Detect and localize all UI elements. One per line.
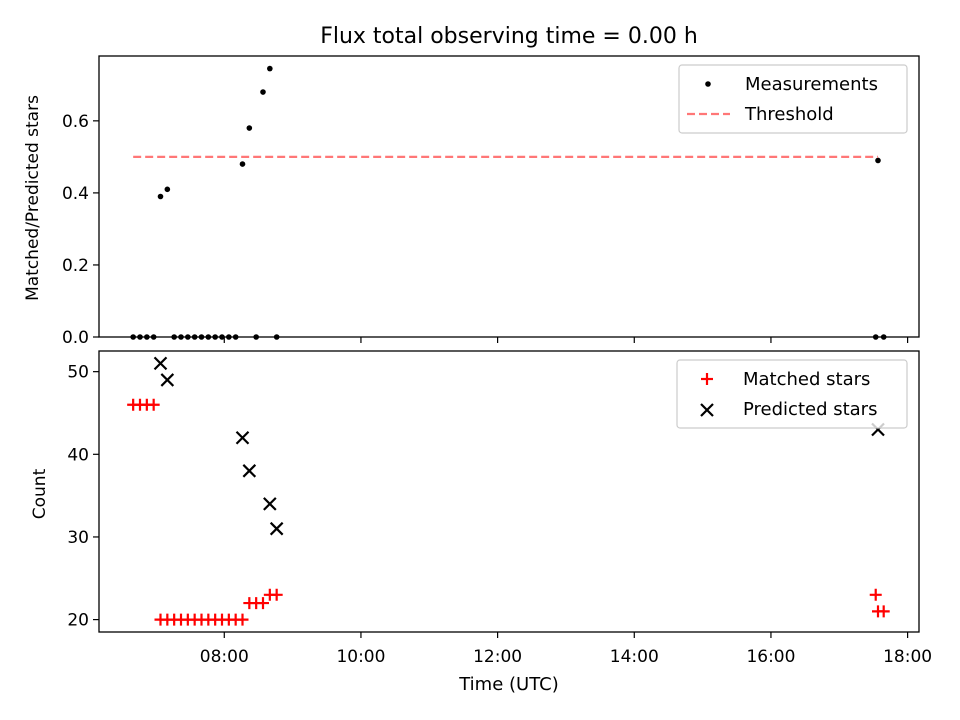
top-y-tick-label: 0.6 bbox=[62, 112, 89, 132]
legend-measurements-marker bbox=[705, 81, 711, 87]
top-y-ticks: 0.0 0.2 0.4 0.6 bbox=[62, 112, 99, 348]
bottom-y-tick-label: 30 bbox=[67, 528, 89, 548]
bottom-y-tick-label: 50 bbox=[67, 363, 89, 383]
x-axis-label: Time (UTC) bbox=[458, 674, 559, 695]
predicted-stars-point bbox=[153, 356, 168, 371]
x-tick-label: 10:00 bbox=[336, 647, 385, 667]
measurement-point bbox=[157, 193, 164, 200]
measurement-point bbox=[267, 65, 273, 72]
top-x-ticks bbox=[223, 337, 909, 343]
top-y-tick-label: 0.4 bbox=[62, 184, 89, 204]
matched-stars-point bbox=[257, 597, 269, 610]
chart-title: Flux total observing time = 0.00 h bbox=[320, 24, 698, 49]
bottom-x-ticks: 08:00 10:00 12:00 14:00 16:00 18:00 bbox=[200, 632, 932, 667]
top-y-tick-label: 0.0 bbox=[62, 328, 89, 348]
measurement-point bbox=[239, 161, 246, 167]
predicted-stars-point bbox=[235, 431, 250, 445]
legend-matched-marker bbox=[701, 373, 713, 385]
predicted-stars-point bbox=[263, 497, 277, 511]
measurement-point bbox=[875, 157, 881, 164]
matched-stars-point bbox=[877, 605, 890, 618]
bottom-legend-box bbox=[676, 359, 908, 429]
bottom-plot-frame bbox=[98, 350, 920, 633]
matched-stars-point bbox=[869, 588, 882, 601]
predicted-stars-point bbox=[160, 373, 175, 387]
legend-matched-label: Matched stars bbox=[743, 369, 870, 390]
bottom-y-tick-label: 20 bbox=[67, 611, 89, 631]
legend-predicted-label: Predicted stars bbox=[743, 399, 877, 420]
bottom-y-ticks: 20 30 40 50 bbox=[67, 363, 99, 631]
bottom-plot-marks bbox=[127, 356, 890, 626]
bottom-panel: Count Time (UTC) 20 30 40 50 08:00 10:00 12:0… bbox=[30, 350, 932, 695]
matched-stars-point bbox=[147, 398, 160, 411]
x-tick-label: 18:00 bbox=[883, 647, 932, 667]
bottom-y-axis-label: Count bbox=[30, 468, 50, 519]
measurement-point bbox=[246, 125, 253, 131]
matched-stars-point bbox=[236, 613, 249, 626]
legend-measurements-label: Measurements bbox=[745, 74, 878, 95]
x-tick-label: 08:00 bbox=[200, 647, 249, 667]
predicted-stars-point bbox=[242, 464, 257, 478]
x-tick-label: 16:00 bbox=[746, 647, 795, 667]
bottom-y-tick-label: 40 bbox=[67, 445, 89, 465]
x-tick-label: 12:00 bbox=[473, 647, 522, 667]
top-legend: Measurements Threshold bbox=[678, 64, 908, 134]
top-legend-box bbox=[678, 64, 908, 134]
legend-threshold-label: Threshold bbox=[744, 104, 834, 125]
top-plot-frame bbox=[98, 55, 920, 338]
top-y-axis-label: Matched/Predicted stars bbox=[23, 95, 43, 301]
top-panel: Flux total observing time = 0.00 h Match… bbox=[23, 24, 920, 348]
measurement-point bbox=[164, 186, 171, 193]
bottom-legend: Matched stars Predicted stars bbox=[676, 359, 908, 429]
legend-predicted-marker bbox=[700, 403, 714, 417]
x-tick-label: 14:00 bbox=[610, 647, 659, 667]
matched-stars-point bbox=[270, 588, 283, 601]
top-y-tick-label: 0.2 bbox=[62, 256, 89, 276]
measurement-point bbox=[260, 89, 266, 95]
predicted-stars-point bbox=[269, 521, 284, 536]
